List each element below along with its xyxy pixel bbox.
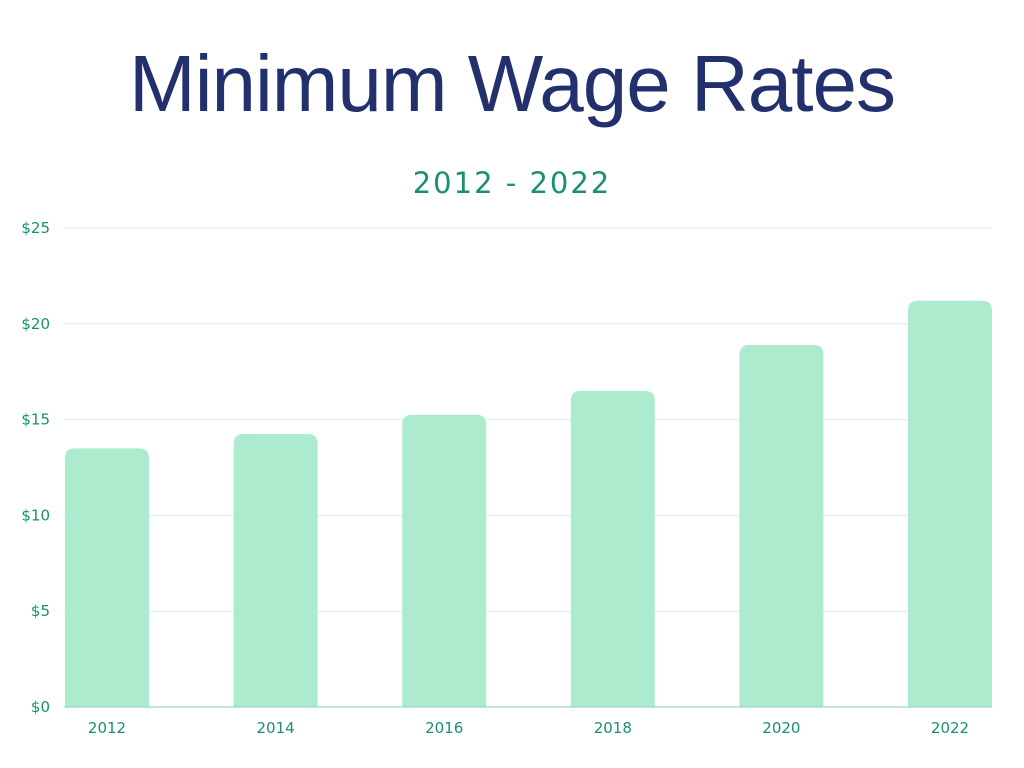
bar-2022 [908, 300, 992, 707]
x-tick-label: 2014 [257, 719, 295, 737]
bar-2016 [402, 414, 487, 707]
x-axis-ticks: 2012 2014 2016 2018 2020 2022 [88, 719, 969, 737]
chart-subtitle: 2012 - 2022 [412, 166, 612, 200]
bar-2014 [233, 433, 318, 707]
x-tick-label: 2012 [88, 719, 126, 737]
bar-2018 [570, 390, 655, 707]
bars [65, 300, 992, 707]
y-tick-label: $0 [31, 698, 50, 716]
x-tick-label: 2020 [762, 719, 800, 737]
gridlines [64, 227, 992, 612]
bar-2020 [739, 344, 824, 707]
y-axis-ticks: $0 $5 $10 $15 $20 $25 [21, 219, 50, 716]
x-tick-label: 2022 [931, 719, 969, 737]
y-tick-label: $15 [21, 411, 50, 429]
chart-title: Minimum Wage Rates [129, 39, 896, 128]
x-tick-label: 2016 [425, 719, 463, 737]
y-tick-label: $10 [21, 506, 50, 524]
y-tick-label: $20 [21, 315, 50, 333]
y-tick-label: $5 [31, 602, 50, 620]
y-tick-label: $25 [21, 219, 50, 237]
bar-2012 [65, 448, 149, 707]
x-tick-label: 2018 [594, 719, 632, 737]
